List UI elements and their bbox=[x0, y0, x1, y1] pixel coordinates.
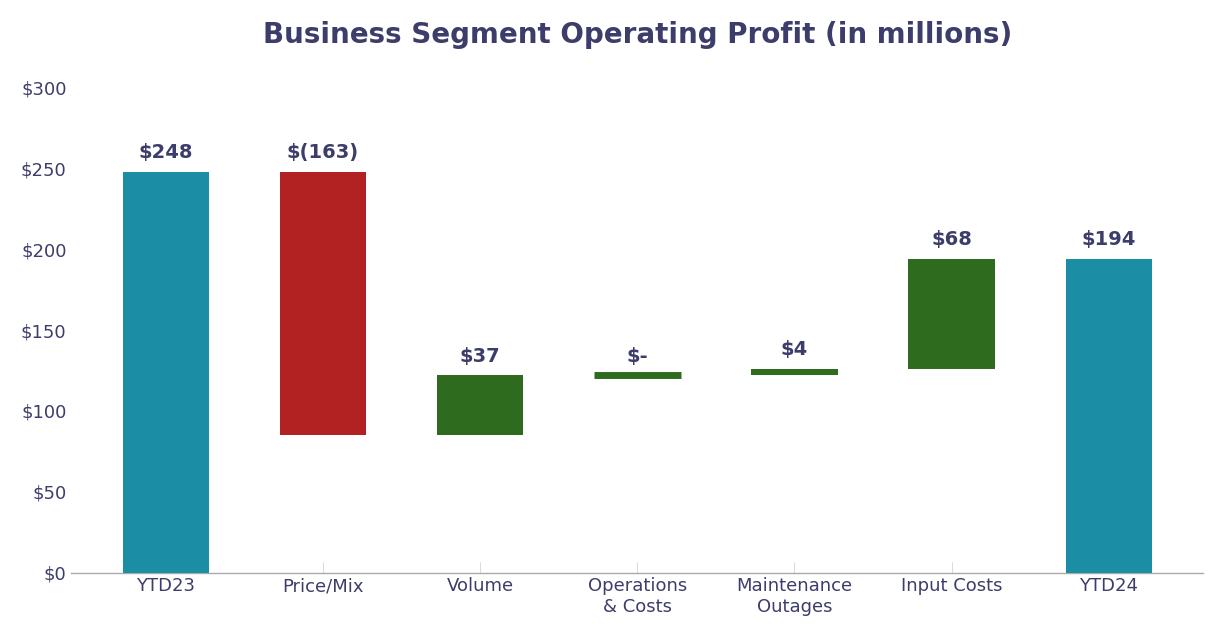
Bar bbox=[1066, 259, 1152, 573]
Bar bbox=[908, 259, 995, 369]
Title: Business Segment Operating Profit (in millions): Business Segment Operating Profit (in mi… bbox=[263, 21, 1012, 49]
Text: $68: $68 bbox=[931, 231, 972, 250]
Bar bbox=[122, 172, 209, 573]
Text: $4: $4 bbox=[781, 340, 808, 359]
Text: $-: $- bbox=[627, 347, 649, 366]
Bar bbox=[752, 369, 837, 375]
Bar bbox=[280, 172, 366, 435]
Text: $248: $248 bbox=[138, 143, 193, 162]
Bar bbox=[437, 375, 524, 435]
Text: $194: $194 bbox=[1082, 231, 1136, 250]
Text: $37: $37 bbox=[460, 347, 501, 366]
Text: $(163): $(163) bbox=[286, 143, 359, 162]
